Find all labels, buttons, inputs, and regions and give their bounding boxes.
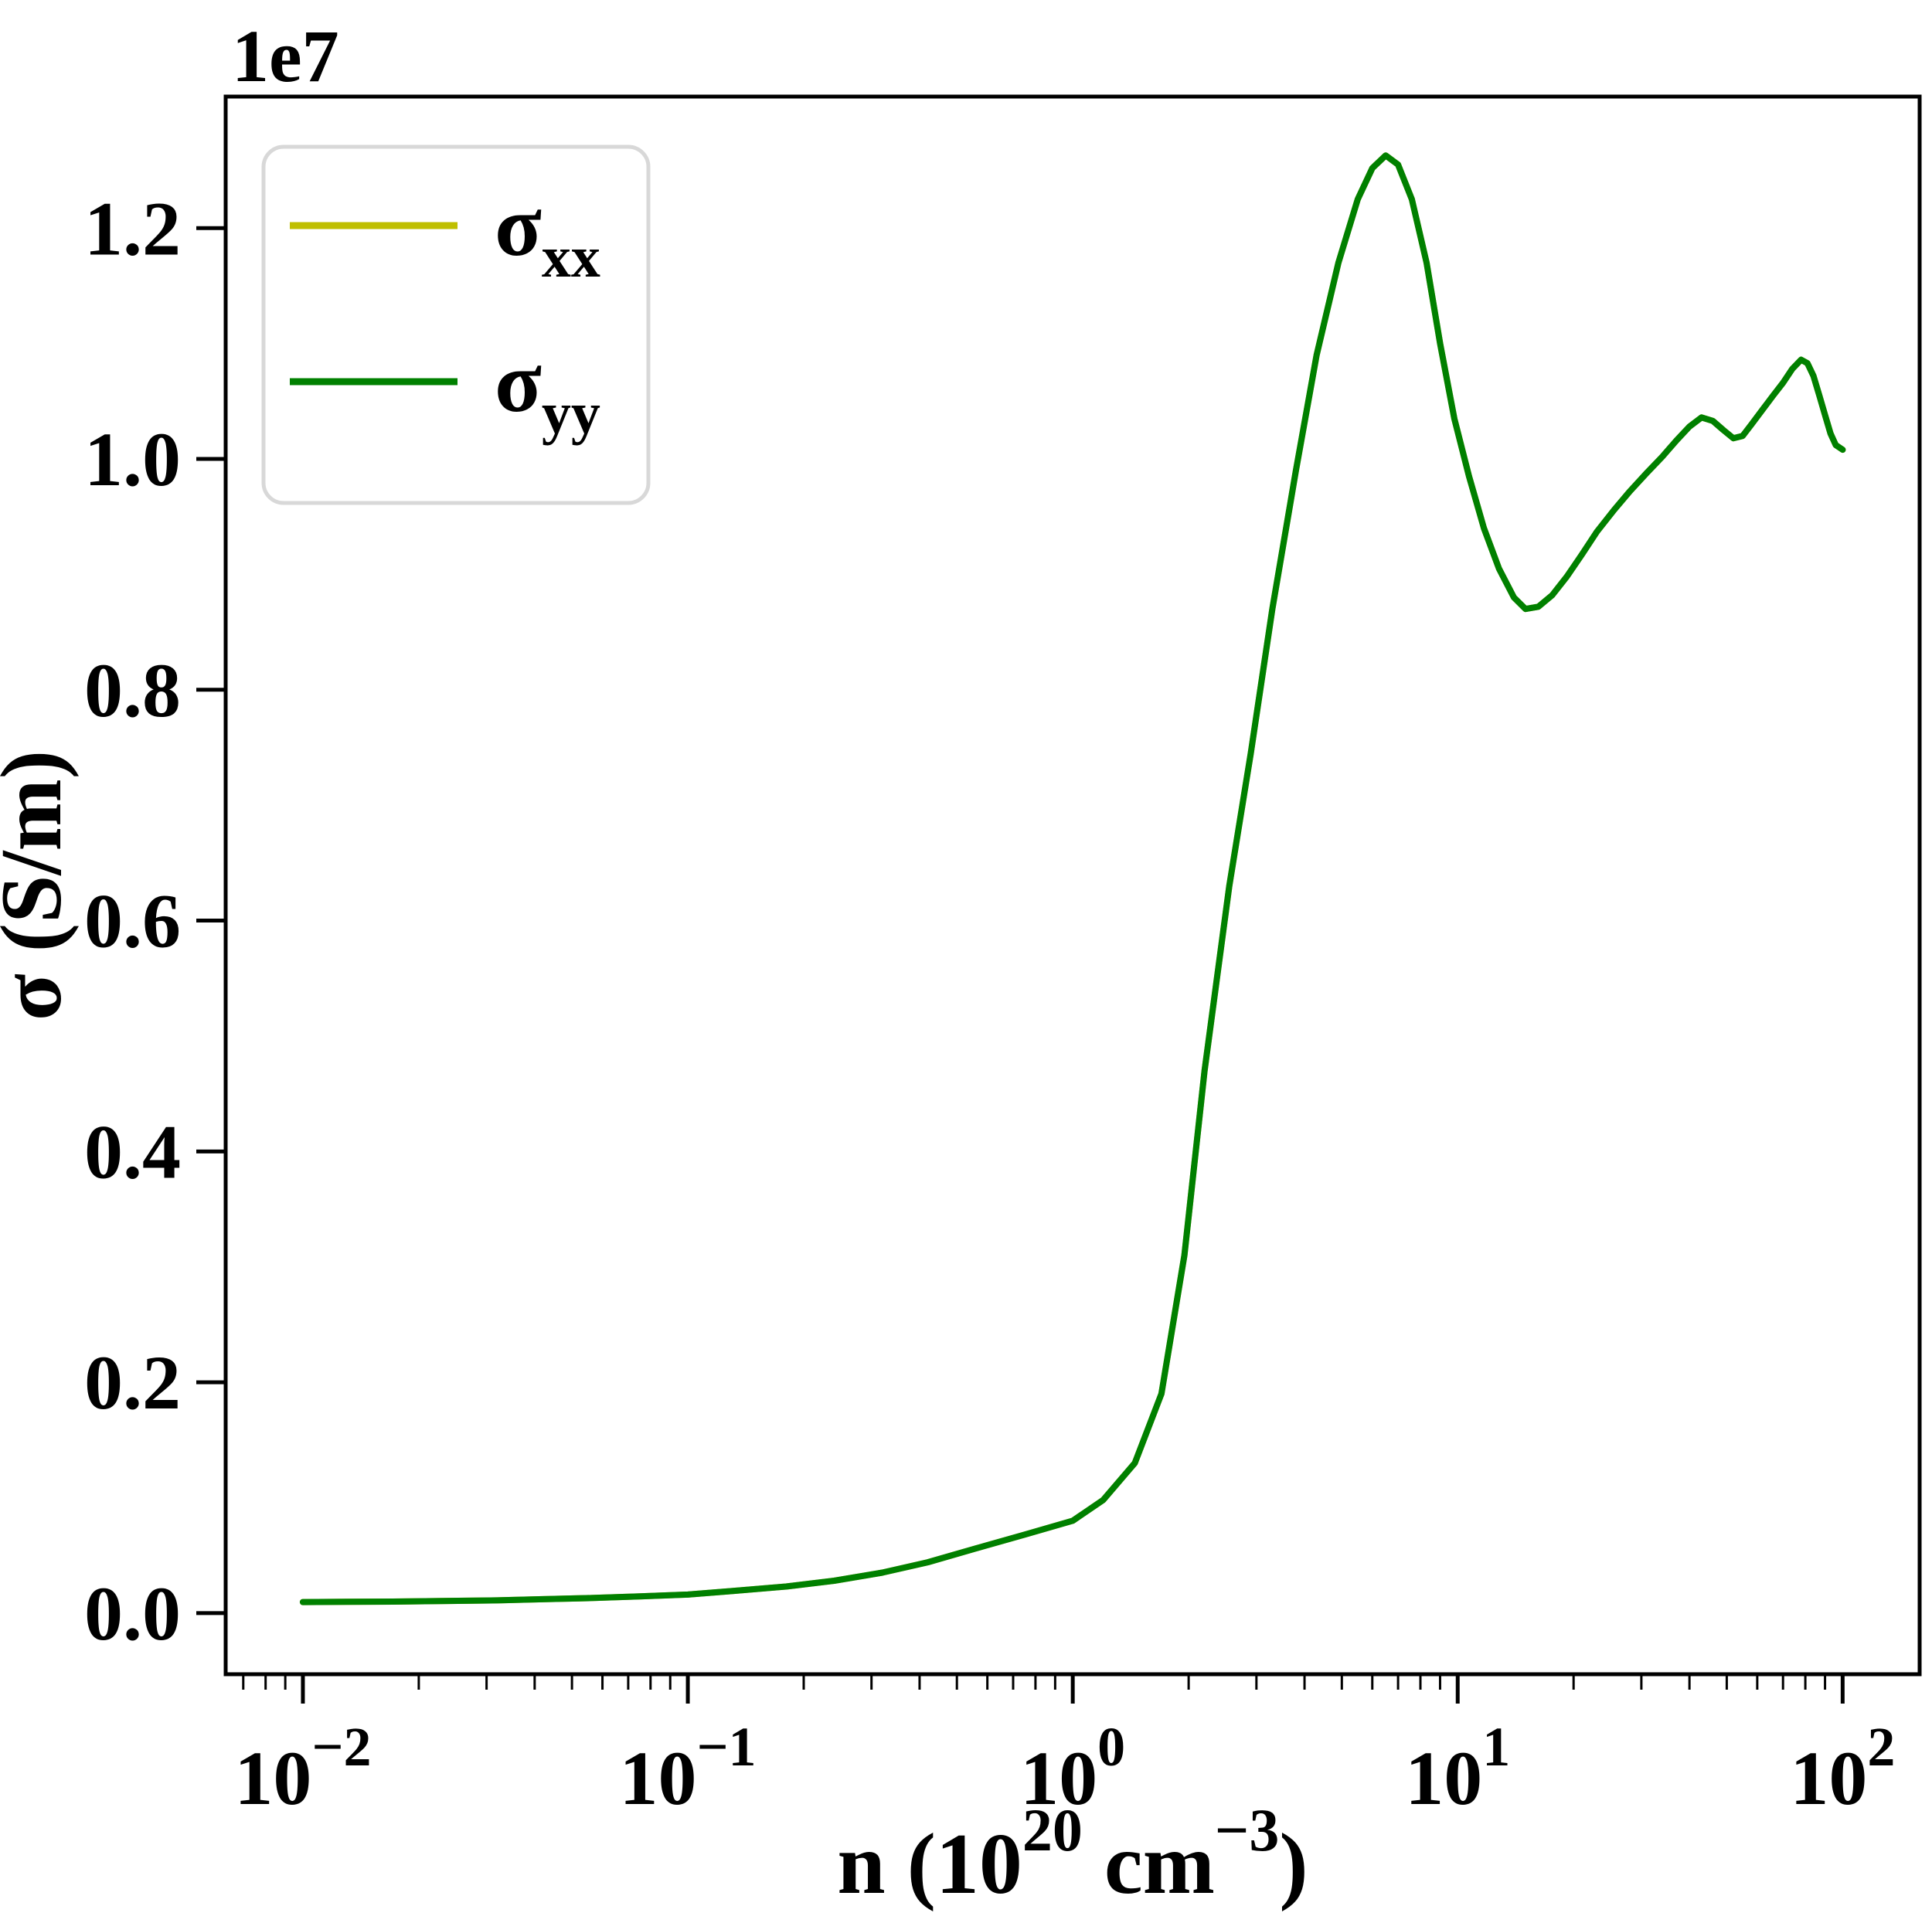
x-tick-label: 102	[1790, 1716, 1895, 1821]
x-tick-label: 101	[1405, 1716, 1510, 1821]
x-tick-label: 10−1	[620, 1716, 757, 1821]
legend-entry-sigma_xx: σxx	[290, 178, 600, 290]
legend-box	[261, 144, 651, 505]
y-tick-label: 0.2	[84, 1340, 181, 1425]
curve-sigma_yy	[299, 152, 1846, 1605]
y-tick-label: 1.0	[84, 416, 181, 502]
y-axis-offset-label: 1e7	[232, 15, 339, 97]
y-tick-label: 1.2	[84, 185, 181, 271]
y-tick-label: 0.6	[84, 878, 181, 964]
series	[299, 152, 1846, 1605]
y-axis: 0.0 0.2 0.4 0.6 0.8 1.0 1.2	[84, 185, 226, 1656]
plot-frame	[223, 94, 1922, 1677]
y-tick-label: 0.8	[84, 647, 181, 733]
y-tick-label: 0.4	[84, 1109, 181, 1194]
y-axis-label: σ (S/m)	[0, 750, 80, 1021]
legend-label-sigma_xx: σxx	[495, 178, 600, 290]
x-axis: 10−2 10−1 100 101 102	[234, 1674, 1895, 1821]
x-tick-label: 10−2	[234, 1716, 371, 1821]
x-axis-minor-ticks	[242, 1674, 1827, 1690]
axes: 10−2 10−1 100 101 102 0.0 0.2 0.4 0.6 0.8 1.0 1.2	[84, 185, 1895, 1821]
y-tick-label: 0.0	[84, 1571, 181, 1656]
x-tick-label: 100	[1020, 1716, 1125, 1821]
legend-entry-sigma_yy: σyy	[290, 335, 600, 446]
legend: σxx σyy	[261, 144, 651, 505]
legend-label-sigma_yy: σyy	[495, 335, 600, 446]
x-axis-label: n (1020 cm−3)	[837, 1796, 1308, 1912]
